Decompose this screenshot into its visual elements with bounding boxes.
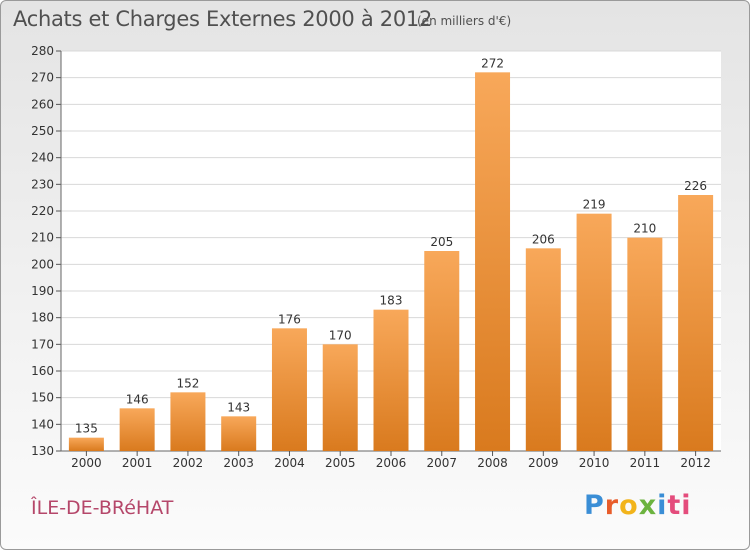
bar-2011 — [627, 237, 663, 451]
data-label: 143 — [227, 400, 250, 414]
y-tick-label: 220 — [31, 204, 54, 218]
data-label: 176 — [278, 312, 301, 326]
data-label: 183 — [380, 294, 403, 308]
logo-letter: x — [638, 490, 658, 521]
x-tick-label: 2005 — [325, 456, 356, 470]
data-label: 272 — [481, 56, 504, 70]
y-tick-label: 250 — [31, 124, 54, 138]
chart-subtitle: (en milliers d'€) — [417, 14, 512, 28]
x-tick-label: 2000 — [71, 456, 102, 470]
proxiti-logo: Proxiti — [584, 490, 692, 521]
data-label: 170 — [329, 328, 352, 342]
y-tick-label: 270 — [31, 71, 54, 85]
logo-letter: i — [657, 490, 668, 521]
bar-2006 — [373, 309, 409, 451]
x-tick-label: 2009 — [528, 456, 559, 470]
y-tick-label: 150 — [31, 391, 54, 405]
y-tick-label: 240 — [31, 151, 54, 165]
logo-letter: o — [619, 490, 639, 521]
logo-letter: P — [584, 490, 605, 521]
logo-letter: ti — [667, 490, 692, 521]
y-tick-label: 190 — [31, 284, 54, 298]
y-tick-label: 180 — [31, 311, 54, 325]
y-tick-label: 260 — [31, 97, 54, 111]
y-tick-label: 130 — [31, 444, 54, 458]
data-label: 206 — [532, 232, 555, 246]
chart-title: Achats et Charges Externes 2000 à 2012 — [13, 7, 433, 31]
bar-2007 — [424, 251, 460, 451]
data-label: 152 — [176, 376, 199, 390]
y-tick-label: 280 — [31, 44, 54, 58]
x-tick-label: 2002 — [173, 456, 204, 470]
logo-letter: r — [604, 490, 620, 521]
x-tick-label: 2012 — [680, 456, 711, 470]
data-label: 219 — [583, 198, 606, 212]
y-tick-label: 200 — [31, 257, 54, 271]
x-tick-label: 2004 — [274, 456, 305, 470]
bar-2010 — [576, 213, 612, 451]
data-label: 210 — [633, 222, 656, 236]
y-tick-label: 230 — [31, 177, 54, 191]
data-label: 205 — [430, 235, 453, 249]
y-tick-label: 210 — [31, 231, 54, 245]
bar-2009 — [525, 248, 561, 451]
data-label: 135 — [75, 422, 98, 436]
bar-2008 — [475, 72, 511, 451]
x-tick-label: 2001 — [122, 456, 153, 470]
bar-2000 — [68, 437, 104, 451]
x-tick-label: 2008 — [477, 456, 508, 470]
bar-2002 — [170, 392, 206, 451]
x-tick-label: 2011 — [630, 456, 661, 470]
data-label: 226 — [684, 179, 707, 193]
commune-name: ÎLE-DE-BRéHAT — [31, 497, 174, 519]
x-tick-label: 2007 — [426, 456, 457, 470]
bar-2001 — [119, 408, 155, 451]
data-label: 146 — [126, 392, 149, 406]
x-tick-label: 2010 — [579, 456, 610, 470]
bar-2003 — [221, 416, 257, 451]
y-tick-label: 160 — [31, 364, 54, 378]
y-tick-label: 170 — [31, 337, 54, 351]
y-tick-label: 140 — [31, 417, 54, 431]
bar-2004 — [271, 328, 307, 451]
bar-2012 — [678, 195, 714, 451]
x-tick-label: 2003 — [223, 456, 254, 470]
x-tick-label: 2006 — [376, 456, 407, 470]
bar-2005 — [322, 344, 358, 451]
